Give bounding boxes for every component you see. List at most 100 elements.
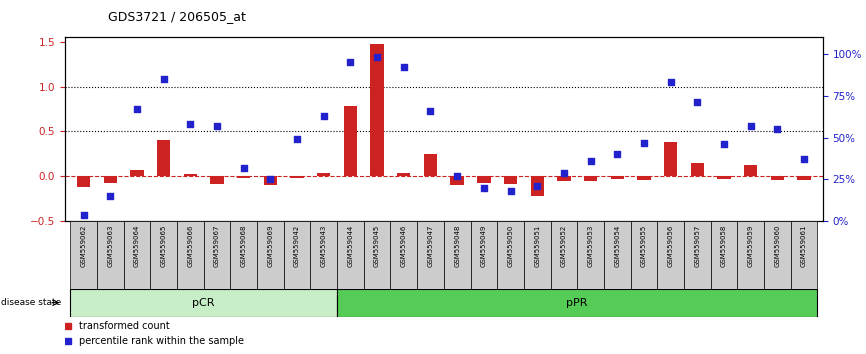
Bar bbox=[423, 154, 437, 176]
Bar bbox=[210, 176, 223, 183]
Text: transformed count: transformed count bbox=[79, 321, 170, 331]
Text: GSM559061: GSM559061 bbox=[801, 225, 807, 267]
Bar bbox=[70, 221, 97, 289]
Bar bbox=[604, 221, 630, 289]
Bar bbox=[737, 221, 764, 289]
Point bbox=[77, 212, 91, 217]
Text: pCR: pCR bbox=[192, 298, 215, 308]
Text: GSM559056: GSM559056 bbox=[668, 225, 674, 267]
Text: GSM559048: GSM559048 bbox=[454, 225, 460, 267]
Bar bbox=[130, 170, 144, 176]
Bar bbox=[237, 176, 250, 178]
Text: GSM559064: GSM559064 bbox=[134, 225, 140, 267]
Bar bbox=[371, 44, 384, 176]
Text: disease state: disease state bbox=[1, 298, 61, 307]
Bar bbox=[151, 221, 177, 289]
Bar bbox=[771, 176, 784, 180]
Bar bbox=[504, 176, 517, 183]
Point bbox=[637, 140, 651, 145]
Text: GSM559043: GSM559043 bbox=[320, 225, 326, 267]
Text: GSM559051: GSM559051 bbox=[534, 225, 540, 267]
Text: GSM559067: GSM559067 bbox=[214, 225, 220, 267]
Text: pPR: pPR bbox=[566, 298, 588, 308]
Bar bbox=[204, 221, 230, 289]
Point bbox=[663, 80, 677, 85]
Text: GSM559052: GSM559052 bbox=[561, 225, 567, 267]
Bar bbox=[497, 221, 524, 289]
Text: GSM559044: GSM559044 bbox=[347, 225, 353, 267]
Bar bbox=[630, 221, 657, 289]
Text: GSM559058: GSM559058 bbox=[721, 225, 727, 267]
Point bbox=[130, 106, 144, 112]
Bar bbox=[284, 221, 310, 289]
Text: GSM559069: GSM559069 bbox=[268, 225, 274, 267]
Point bbox=[263, 177, 277, 182]
Bar bbox=[344, 106, 357, 176]
Bar bbox=[443, 221, 470, 289]
Bar bbox=[337, 289, 818, 317]
Text: GSM559049: GSM559049 bbox=[481, 225, 487, 267]
Bar bbox=[157, 141, 171, 176]
Point bbox=[103, 193, 117, 199]
Point bbox=[184, 121, 197, 127]
Text: GSM559046: GSM559046 bbox=[401, 225, 407, 267]
Point bbox=[397, 64, 410, 70]
Bar bbox=[744, 165, 758, 176]
Bar bbox=[690, 163, 704, 176]
Bar bbox=[524, 221, 551, 289]
Point bbox=[557, 170, 571, 176]
Bar bbox=[177, 221, 204, 289]
Bar bbox=[664, 142, 677, 176]
Bar bbox=[791, 221, 818, 289]
Text: GSM559047: GSM559047 bbox=[428, 225, 434, 267]
Text: GSM559050: GSM559050 bbox=[507, 225, 514, 267]
Text: GSM559042: GSM559042 bbox=[294, 225, 301, 267]
Point bbox=[717, 142, 731, 147]
Point bbox=[236, 165, 250, 171]
Bar bbox=[637, 176, 650, 180]
Point bbox=[423, 108, 437, 114]
Bar bbox=[184, 174, 197, 176]
Bar bbox=[470, 221, 497, 289]
Point bbox=[797, 156, 811, 162]
Bar bbox=[77, 176, 90, 187]
Text: GSM559057: GSM559057 bbox=[695, 225, 701, 267]
Text: GDS3721 / 206505_at: GDS3721 / 206505_at bbox=[108, 10, 246, 23]
Bar bbox=[557, 176, 571, 181]
Bar bbox=[257, 221, 284, 289]
Bar bbox=[611, 176, 624, 179]
Point bbox=[370, 55, 384, 60]
Bar bbox=[717, 176, 731, 179]
Bar bbox=[531, 176, 544, 196]
Point bbox=[584, 158, 598, 164]
Point bbox=[530, 183, 544, 189]
Text: GSM559055: GSM559055 bbox=[641, 225, 647, 267]
Bar bbox=[70, 289, 337, 317]
Bar bbox=[364, 221, 391, 289]
Text: GSM559045: GSM559045 bbox=[374, 225, 380, 267]
Bar bbox=[337, 221, 364, 289]
Point bbox=[210, 123, 224, 129]
Bar bbox=[317, 173, 331, 176]
Text: GSM559068: GSM559068 bbox=[241, 225, 247, 267]
Text: GSM559063: GSM559063 bbox=[107, 225, 113, 267]
Bar bbox=[264, 176, 277, 185]
Bar bbox=[124, 221, 151, 289]
Text: GSM559059: GSM559059 bbox=[747, 225, 753, 267]
Bar bbox=[97, 221, 124, 289]
Bar bbox=[417, 221, 443, 289]
Bar bbox=[657, 221, 684, 289]
Text: GSM559062: GSM559062 bbox=[81, 225, 87, 267]
Bar bbox=[104, 176, 117, 183]
Point bbox=[744, 123, 758, 129]
Bar bbox=[477, 176, 490, 183]
Bar bbox=[584, 176, 598, 181]
Bar bbox=[711, 221, 737, 289]
Point bbox=[504, 188, 518, 194]
Point bbox=[344, 59, 358, 65]
Point bbox=[690, 99, 704, 105]
Text: GSM559065: GSM559065 bbox=[161, 225, 166, 267]
Text: GSM559060: GSM559060 bbox=[774, 225, 780, 267]
Point bbox=[157, 76, 171, 82]
Bar bbox=[578, 221, 604, 289]
